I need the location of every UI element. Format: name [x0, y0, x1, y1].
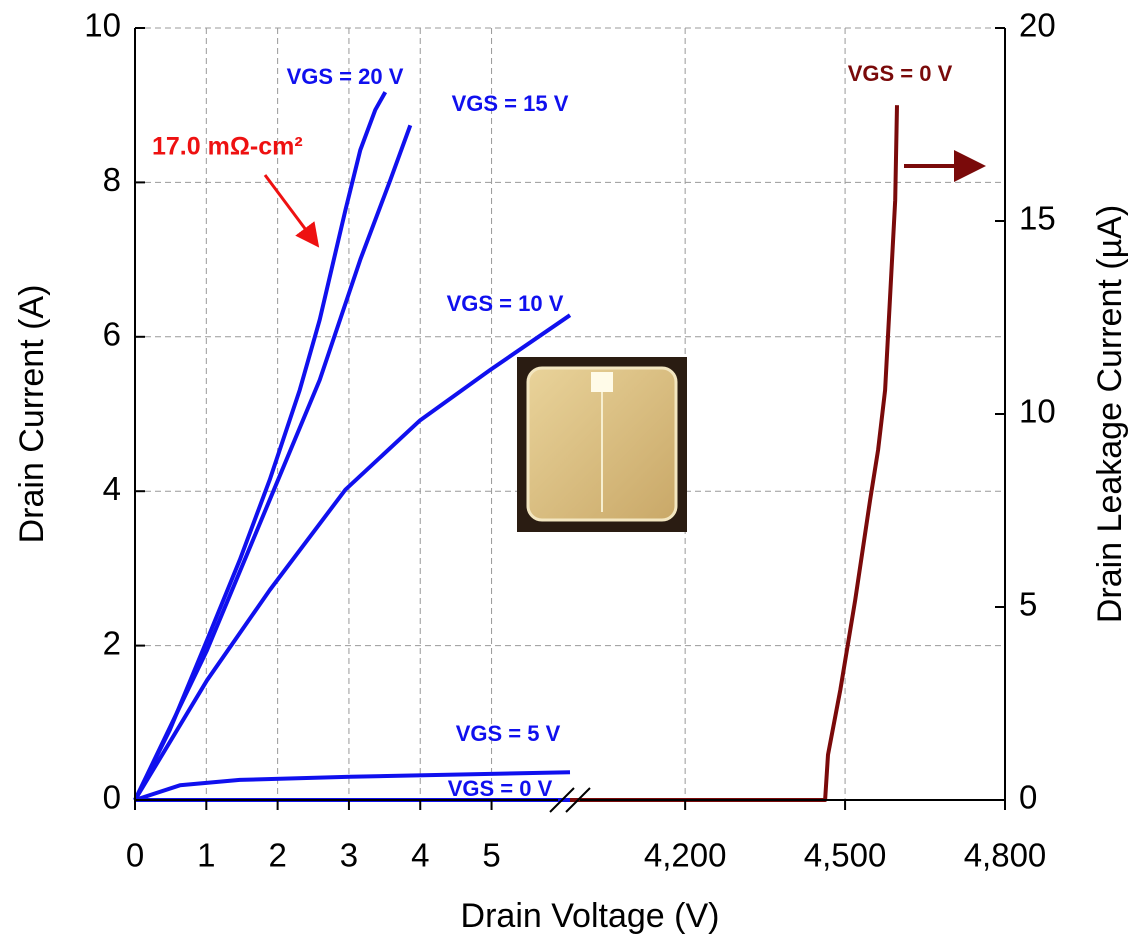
y2-axis-title: Drain Leakage Current (µA): [1091, 205, 1129, 623]
x-tick-label: 0: [126, 837, 144, 874]
series-label: VGS = 15 V: [452, 91, 569, 116]
axis-break: [549, 787, 591, 813]
y-tick-label: 4: [103, 470, 121, 507]
y-tick-label: 0: [103, 779, 121, 816]
series-label: VGS = 10 V: [447, 291, 564, 316]
series-label: VGS = 5 V: [456, 721, 561, 746]
annotation-arrow: [263, 174, 320, 248]
x-tick-label: 3: [340, 837, 358, 874]
y-tick-label: 6: [103, 316, 121, 353]
x-tick-label: 4: [411, 837, 429, 874]
x2-tick-label: 4,500: [804, 837, 887, 874]
y-tick-label: 8: [103, 161, 121, 198]
y2-tick-label: 20: [1019, 7, 1056, 44]
y-axis-title: Drain Current (A): [13, 285, 51, 544]
y2-tick-label: 15: [1019, 200, 1056, 237]
series-line: [133, 124, 413, 801]
series-line: [134, 770, 571, 802]
y2-tick-label: 0: [1019, 779, 1037, 816]
x-tick-label: 5: [482, 837, 500, 874]
y2-tick-label: 5: [1019, 586, 1037, 623]
series-label: VGS = 0 V: [448, 776, 553, 801]
x-tick-label: 2: [268, 837, 286, 874]
x2-tick-label: 4,800: [964, 837, 1047, 874]
lines: [133, 91, 899, 802]
series-line: [133, 91, 388, 801]
y-tick-label: 2: [103, 624, 121, 661]
annotation: 17.0 mΩ-cm²: [152, 133, 303, 161]
y-tick-label: 10: [84, 7, 121, 44]
x2-tick-label: 4,200: [644, 837, 727, 874]
series-label: VGS = 0 V: [848, 61, 953, 86]
x-tick-label: 1: [197, 837, 215, 874]
series-line: [133, 313, 572, 802]
y2-tick-label: 10: [1019, 393, 1056, 430]
series-label: VGS = 20 V: [287, 64, 404, 89]
series-line: [570, 105, 899, 802]
inset-pad: [591, 372, 613, 392]
x-axis-title: Drain Voltage (V): [461, 897, 720, 935]
